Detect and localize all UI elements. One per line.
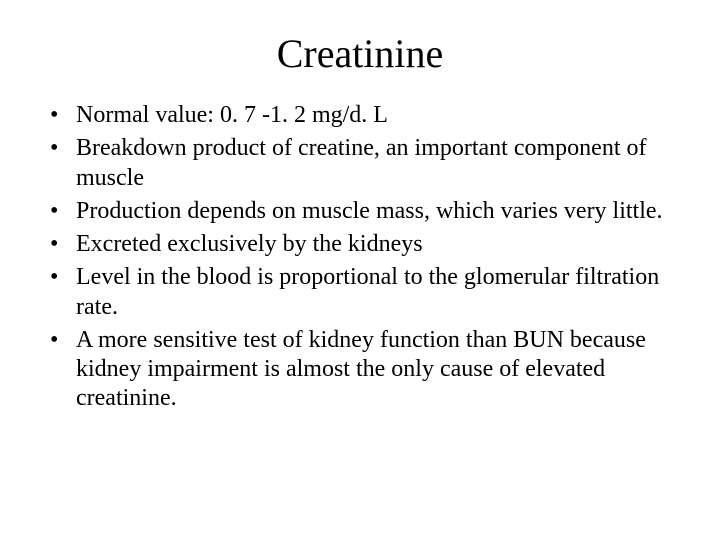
list-item: Breakdown product of creatine, an import…: [50, 134, 680, 193]
list-item: Level in the blood is proportional to th…: [50, 263, 680, 322]
list-item: Normal value: 0. 7 -1. 2 mg/d. L: [50, 101, 680, 130]
bullet-list: Normal value: 0. 7 -1. 2 mg/d. L Breakdo…: [50, 101, 680, 414]
list-item: Production depends on muscle mass, which…: [50, 197, 680, 226]
list-item: Excreted exclusively by the kidneys: [50, 230, 680, 259]
slide-title: Creatinine: [40, 30, 680, 77]
list-item: A more sensitive test of kidney function…: [50, 326, 680, 414]
slide: Creatinine Normal value: 0. 7 -1. 2 mg/d…: [0, 0, 720, 540]
